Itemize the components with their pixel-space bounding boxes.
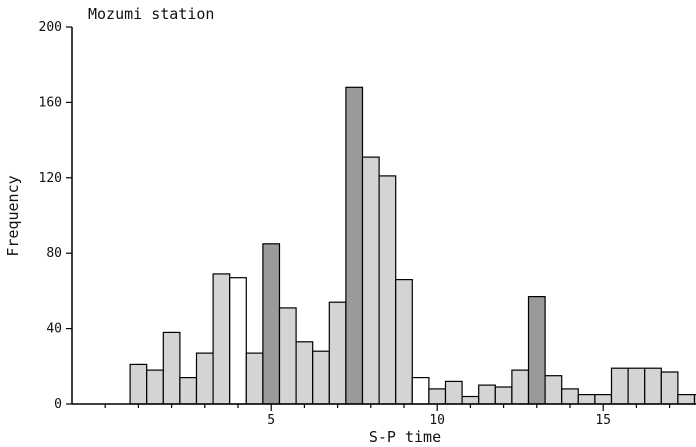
- histogram-bar: [395, 279, 413, 405]
- histogram-bar: [312, 350, 330, 405]
- histogram-bar: [527, 296, 546, 405]
- histogram-bar: [644, 367, 662, 405]
- ticks-group: 0 40 80 120 160 200 5 10 15: [39, 20, 671, 428]
- x-tick-label: 5: [267, 413, 275, 428]
- histogram-bar: [444, 380, 463, 405]
- axes-group: [71, 27, 696, 405]
- histogram-bar: [494, 386, 513, 405]
- histogram-bar: [511, 369, 530, 405]
- histogram-bar: [229, 277, 247, 405]
- histogram-bar: [295, 341, 314, 405]
- histogram-bar: [594, 394, 613, 405]
- y-axis-title: Frequency: [4, 175, 22, 256]
- bars-group: [129, 86, 696, 405]
- histogram-bar: [179, 377, 198, 405]
- histogram-bar: [693, 394, 696, 405]
- histogram-bar: [195, 352, 214, 405]
- histogram-bar: [262, 243, 281, 405]
- x-axis-title: S-P time: [369, 428, 441, 446]
- y-tick-label: 80: [46, 246, 62, 261]
- histogram-bar: [129, 363, 148, 405]
- histogram-bar: [212, 273, 231, 405]
- histogram-bar: [577, 394, 596, 405]
- y-tick-label: 0: [54, 397, 62, 412]
- x-tick-label: 15: [595, 413, 611, 428]
- histogram-bar: [677, 394, 696, 405]
- chart-title: Mozumi station: [88, 5, 214, 23]
- y-tick-label: 200: [39, 20, 62, 35]
- x-tick-label: 10: [429, 413, 445, 428]
- histogram-bar: [162, 331, 181, 405]
- histogram-bar: [146, 369, 164, 405]
- histogram-bar: [278, 307, 297, 405]
- histogram-bar: [361, 156, 380, 405]
- y-tick-label: 120: [39, 171, 62, 186]
- histogram-bar: [328, 301, 347, 405]
- histogram-bar: [544, 375, 563, 405]
- histogram-bar: [345, 86, 364, 405]
- histogram-bar: [378, 175, 397, 405]
- y-tick-label: 40: [46, 322, 62, 337]
- histogram-bar: [245, 352, 264, 405]
- histogram-bar: [561, 388, 579, 405]
- histogram-bar: [610, 367, 629, 405]
- histogram-bar: [428, 388, 447, 405]
- histogram-bar: [411, 377, 430, 405]
- histogram-bar: [461, 395, 480, 405]
- y-tick-label: 160: [39, 95, 62, 110]
- histogram-bar: [478, 384, 496, 405]
- histogram-bar: [627, 367, 646, 405]
- histogram-bar: [660, 371, 679, 405]
